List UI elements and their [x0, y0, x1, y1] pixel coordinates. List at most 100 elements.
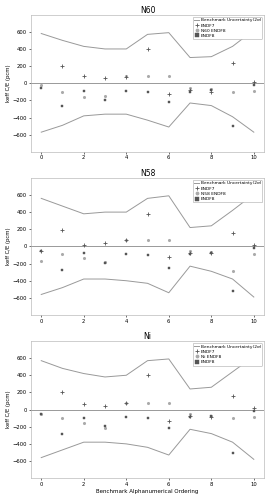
Point	[167, 252, 171, 260]
Point	[39, 331, 43, 339]
Point	[167, 424, 171, 432]
Point	[145, 236, 150, 244]
Point	[209, 412, 214, 420]
Point	[60, 226, 65, 234]
Point	[252, 414, 256, 422]
Point	[60, 430, 65, 438]
Point	[209, 250, 214, 258]
Point	[103, 424, 107, 432]
Point	[230, 414, 235, 422]
Point	[252, 87, 256, 95]
Point	[39, 410, 43, 418]
Legend: Benchmark Uncertainty(2σ), ENDF7, Ni ENDF8, ENDF8: Benchmark Uncertainty(2σ), ENDF7, Ni END…	[193, 343, 262, 365]
Point	[103, 258, 107, 266]
Point	[252, 240, 256, 248]
Point	[188, 250, 192, 258]
Point	[60, 88, 65, 96]
Point	[103, 402, 107, 410]
Point	[103, 96, 107, 104]
Point	[39, 4, 43, 12]
Point	[145, 45, 150, 53]
Point	[39, 246, 43, 254]
Title: Ni: Ni	[144, 332, 151, 341]
Legend: Benchmark Uncertainty(2σ), ENDF7, N60 ENDF8, ENDF8: Benchmark Uncertainty(2σ), ENDF7, N60 EN…	[193, 17, 262, 40]
Point	[39, 84, 43, 92]
Point	[124, 250, 129, 258]
Point	[82, 414, 86, 422]
Point	[103, 258, 107, 266]
Point	[103, 92, 107, 100]
Point	[209, 248, 214, 256]
Point	[82, 93, 86, 101]
Point	[230, 228, 235, 236]
Legend: Benchmark Uncertainty(2σ), ENDF7, N58 ENDF8, ENDF8: Benchmark Uncertainty(2σ), ENDF7, N58 EN…	[193, 180, 262, 203]
Point	[252, 244, 256, 252]
Point	[124, 398, 129, 406]
Point	[188, 86, 192, 94]
Point	[60, 102, 65, 110]
Point	[209, 412, 214, 420]
Y-axis label: keff C/E (pcm): keff C/E (pcm)	[6, 391, 11, 428]
Point	[145, 398, 150, 406]
Point	[230, 122, 235, 130]
Y-axis label: keff C/E (pcm): keff C/E (pcm)	[6, 228, 11, 265]
Point	[39, 81, 43, 89]
Point	[167, 98, 171, 106]
Point	[82, 240, 86, 248]
Point	[103, 239, 107, 247]
Point	[124, 236, 129, 244]
Point	[145, 88, 150, 96]
Point	[209, 88, 214, 96]
Point	[60, 388, 65, 396]
Point	[230, 392, 235, 400]
Point	[252, 404, 256, 412]
Point	[124, 398, 129, 406]
Point	[145, 251, 150, 259]
Point	[209, 414, 214, 422]
Y-axis label: keff C/E (pcm): keff C/E (pcm)	[6, 64, 11, 102]
Point	[188, 246, 192, 254]
Point	[252, 408, 256, 416]
Point	[188, 414, 192, 422]
Point	[82, 420, 86, 428]
X-axis label: Benchmark Alphanumerical Ordering: Benchmark Alphanumerical Ordering	[96, 490, 199, 494]
Point	[145, 414, 150, 422]
Point	[82, 254, 86, 262]
Title: N58: N58	[140, 168, 155, 177]
Point	[167, 416, 171, 424]
Point	[145, 72, 150, 80]
Point	[82, 400, 86, 408]
Point	[60, 414, 65, 422]
Point	[124, 414, 129, 422]
Point	[167, 90, 171, 98]
Title: N60: N60	[140, 6, 155, 15]
Point	[188, 412, 192, 420]
Point	[188, 88, 192, 96]
Point	[124, 236, 129, 244]
Point	[209, 86, 214, 94]
Point	[230, 287, 235, 295]
Point	[230, 268, 235, 276]
Point	[145, 371, 150, 379]
Point	[188, 84, 192, 92]
Point	[82, 72, 86, 80]
Point	[230, 88, 235, 96]
Point	[145, 210, 150, 218]
Point	[103, 422, 107, 430]
Point	[39, 410, 43, 418]
Point	[167, 236, 171, 244]
Point	[188, 250, 192, 258]
Point	[60, 266, 65, 274]
Point	[103, 74, 107, 82]
Point	[252, 81, 256, 89]
Point	[60, 62, 65, 70]
Point	[124, 87, 129, 95]
Point	[252, 78, 256, 86]
Point	[60, 250, 65, 258]
Point	[230, 450, 235, 458]
Point	[252, 250, 256, 258]
Point	[167, 72, 171, 80]
Point	[167, 398, 171, 406]
Point	[209, 250, 214, 258]
Point	[124, 74, 129, 82]
